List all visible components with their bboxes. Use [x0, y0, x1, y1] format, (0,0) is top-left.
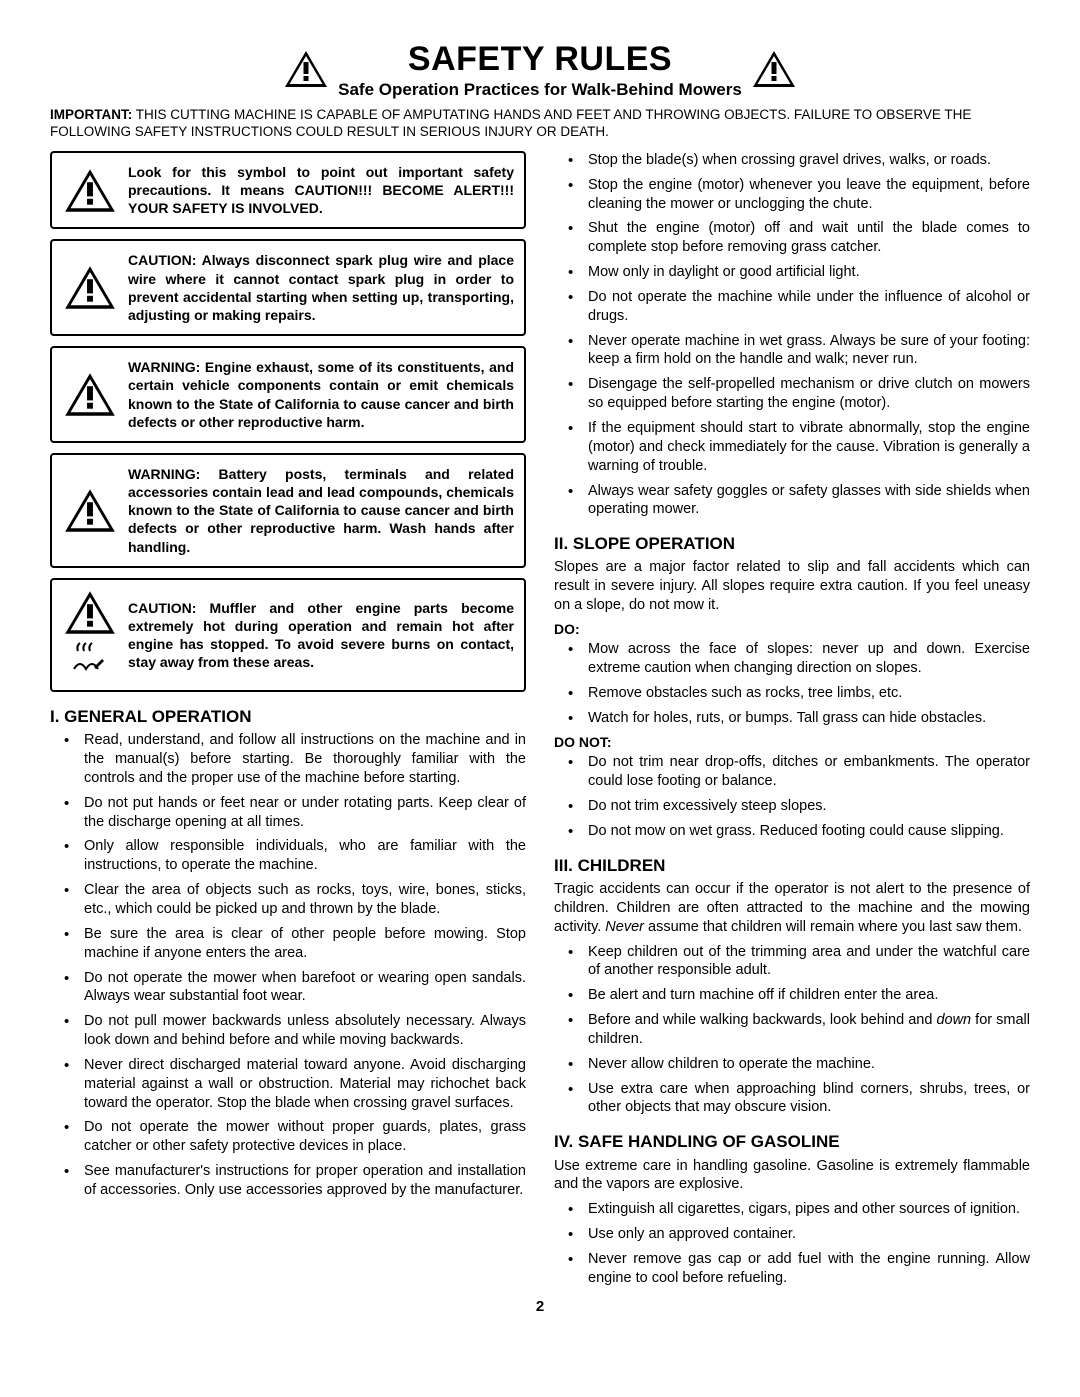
list-item: Never operate machine in wet grass. Alwa…	[554, 332, 1030, 370]
warning-box: Look for this symbol to point out import…	[50, 151, 526, 230]
list-item: Shut the engine (motor) off and wait unt…	[554, 219, 1030, 257]
list-item: Never remove gas cap or add fuel with th…	[554, 1250, 1030, 1288]
list-item: Watch for holes, ruts, or bumps. Tall gr…	[554, 709, 1030, 728]
list-item: Read, understand, and follow all instruc…	[50, 731, 526, 788]
list-item: Extinguish all cigarettes, cigars, pipes…	[554, 1200, 1030, 1219]
general-list-left: Read, understand, and follow all instruc…	[50, 731, 526, 1200]
list-item: Never allow children to operate the mach…	[554, 1055, 1030, 1074]
children-list: Keep children out of the trimming area a…	[554, 943, 1030, 1118]
page-header: SAFETY RULES Safe Operation Practices fo…	[50, 38, 1030, 100]
list-item: Stop the engine (motor) whenever you lea…	[554, 176, 1030, 214]
warning-icon	[752, 50, 796, 88]
warning-text: CAUTION: Muffler and other engine parts …	[128, 599, 514, 672]
warning-text: CAUTION: Always disconnect spark plug wi…	[128, 251, 514, 324]
list-item: Stop the blade(s) when crossing gravel d…	[554, 151, 1030, 170]
list-item: Do not pull mower backwards unless absol…	[50, 1012, 526, 1050]
list-item: Do not trim excessively steep slopes.	[554, 797, 1030, 816]
list-item: Only allow responsible individuals, who …	[50, 837, 526, 875]
list-item: Do not put hands or feet near or under r…	[50, 794, 526, 832]
slope-donot-list: Do not trim near drop-offs, ditches or e…	[554, 753, 1030, 840]
list-item: Use only an approved container.	[554, 1225, 1030, 1244]
list-item: Use extra care when approaching blind co…	[554, 1080, 1030, 1118]
list-item: Be sure the area is clear of other peopl…	[50, 925, 526, 963]
warning-text: Look for this symbol to point out import…	[128, 163, 514, 218]
list-item: Mow across the face of slopes: never up …	[554, 640, 1030, 678]
list-item: Do not mow on wet grass. Reduced footing…	[554, 822, 1030, 841]
section-heading-children: III. CHILDREN	[554, 855, 1030, 876]
list-item: See manufacturer's instructions for prop…	[50, 1162, 526, 1200]
list-item: Do not operate the mower without proper …	[50, 1118, 526, 1156]
list-item: Never direct discharged material toward …	[50, 1056, 526, 1113]
warning-box: CAUTION: Always disconnect spark plug wi…	[50, 239, 526, 336]
list-item: Do not operate the machine while under t…	[554, 288, 1030, 326]
important-label: IMPORTANT:	[50, 107, 132, 122]
list-item: Remove obstacles such as rocks, tree lim…	[554, 684, 1030, 703]
gasoline-list: Extinguish all cigarettes, cigars, pipes…	[554, 1200, 1030, 1287]
list-item: Disengage the self-propelled mechanism o…	[554, 375, 1030, 413]
hot-surface-icon	[70, 639, 110, 680]
warning-text: WARNING: Engine exhaust, some of its con…	[128, 358, 514, 431]
children-intro: Tragic accidents can occur if the operat…	[554, 880, 1030, 937]
section-heading-slope: II. SLOPE OPERATION	[554, 533, 1030, 554]
children-intro-post: assume that children will remain where y…	[644, 919, 1022, 935]
list-item: Do not operate the mower when barefoot o…	[50, 969, 526, 1007]
donot-label: DO NOT:	[554, 734, 1030, 752]
warning-icon	[64, 265, 116, 310]
left-column: Look for this symbol to point out import…	[50, 151, 526, 1294]
warning-icon	[64, 590, 116, 635]
list-item: If the equipment should start to vibrate…	[554, 419, 1030, 476]
warning-text: WARNING: Battery posts, terminals and re…	[128, 465, 514, 556]
list-item: Always wear safety goggles or safety gla…	[554, 482, 1030, 520]
list-item: Keep children out of the trimming area a…	[554, 943, 1030, 981]
list-item: Clear the area of objects such as rocks,…	[50, 881, 526, 919]
section-heading-general: I. GENERAL OPERATION	[50, 706, 526, 727]
list-item: Before and while walking backwards, look…	[554, 1011, 1030, 1049]
general-list-right: Stop the blade(s) when crossing gravel d…	[554, 151, 1030, 519]
children-intro-em: Never	[605, 919, 644, 935]
page-number: 2	[50, 1298, 1030, 1317]
warning-icon	[64, 488, 116, 533]
important-text: THIS CUTTING MACHINE IS CAPABLE OF AMPUT…	[50, 107, 971, 140]
section-heading-gasoline: IV. SAFE HANDLING OF GASOLINE	[554, 1131, 1030, 1152]
right-column: Stop the blade(s) when crossing gravel d…	[554, 151, 1030, 1294]
warning-icon	[64, 372, 116, 417]
warning-box: WARNING: Engine exhaust, some of its con…	[50, 346, 526, 443]
list-item: Do not trim near drop-offs, ditches or e…	[554, 753, 1030, 791]
important-notice: IMPORTANT: THIS CUTTING MACHINE IS CAPAB…	[50, 106, 1030, 141]
warning-icon	[284, 50, 328, 88]
warning-box: WARNING: Battery posts, terminals and re…	[50, 453, 526, 568]
main-title: SAFETY RULES	[338, 38, 742, 81]
do-label: DO:	[554, 621, 1030, 639]
list-item: Be alert and turn machine off if childre…	[554, 986, 1030, 1005]
list-item: Mow only in daylight or good artificial …	[554, 263, 1030, 282]
slope-do-list: Mow across the face of slopes: never up …	[554, 640, 1030, 727]
gasoline-intro: Use extreme care in handling gasoline. G…	[554, 1157, 1030, 1195]
warning-box: CAUTION: Muffler and other engine parts …	[50, 578, 526, 692]
warning-icon	[64, 168, 116, 213]
slope-intro: Slopes are a major factor related to sli…	[554, 558, 1030, 615]
subtitle: Safe Operation Practices for Walk-Behind…	[338, 79, 742, 100]
